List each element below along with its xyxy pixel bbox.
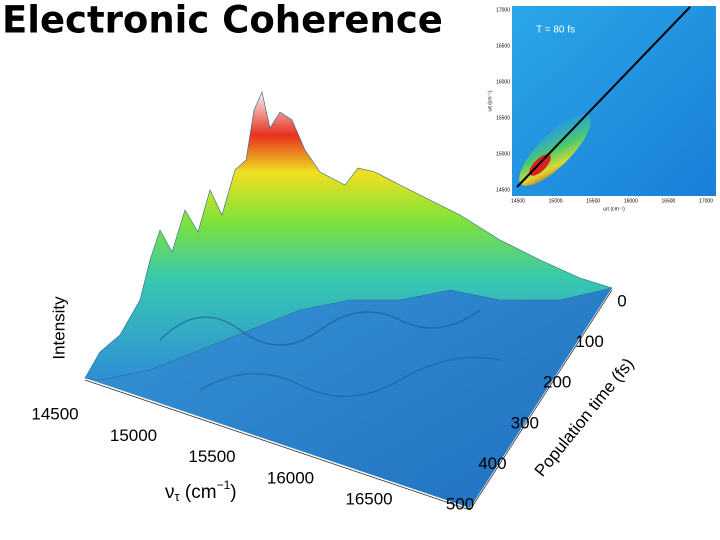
x-tick-label: 16000 xyxy=(267,468,314,487)
inset-label: T = 80 fs xyxy=(536,25,575,36)
inset-peak xyxy=(529,154,551,176)
inset-y-tick-label: 15000 xyxy=(496,151,510,157)
inset-y-tick-label: 17000 xyxy=(496,7,510,13)
slide-title: Electronic Coherence xyxy=(2,0,443,42)
surface-wave xyxy=(199,356,501,398)
inset: T = 80 fs ωτ (cm⁻¹) ωt (cm⁻¹) xyxy=(478,4,718,212)
y-tick-label: 300 xyxy=(511,413,539,432)
surface-wave xyxy=(159,309,481,346)
y-tick-label: 100 xyxy=(575,332,603,351)
surface xyxy=(84,91,614,511)
inset-x-tick-label: 16000 xyxy=(624,198,638,204)
inset-diagonal xyxy=(516,6,691,188)
inset-y-tick-label: 14500 xyxy=(496,187,510,193)
surface-ridges xyxy=(84,91,614,381)
inset-y-tick-label: 15500 xyxy=(496,115,510,121)
x-tick-label: 14500 xyxy=(31,404,78,423)
inset-x-tick-label: 15000 xyxy=(549,198,563,204)
inset-x-label: ωτ (cm⁻¹) xyxy=(603,206,625,212)
x-axis-label: ντ (cm−1) xyxy=(165,478,237,504)
y-tick-label: 400 xyxy=(478,454,506,473)
y-tick-label: 500 xyxy=(446,494,474,513)
y-axis xyxy=(469,289,613,511)
inset-x-tick-label: 16500 xyxy=(661,198,675,204)
inset-x-tick-label: 17000 xyxy=(699,198,713,204)
x-axis xyxy=(84,379,471,511)
y-tick-label: 0 xyxy=(617,291,626,310)
inset-y-tick-label: 16000 xyxy=(496,79,510,85)
x-tick-label: 15000 xyxy=(110,426,157,445)
ticks: 14500 15000 15500 16000 16500 0 100 200 300 400 50… xyxy=(31,7,713,513)
z-axis-label: Intensity xyxy=(49,296,68,360)
inset-y-label: ωt (cm⁻¹) xyxy=(487,90,493,111)
x-tick-label: 15500 xyxy=(188,447,235,466)
x-tick-label: 16500 xyxy=(345,490,392,509)
inset-x-tick-label: 14500 xyxy=(511,198,525,204)
inset-y-tick-label: 16500 xyxy=(496,43,510,49)
y-tick-label: 200 xyxy=(543,373,571,392)
inset-x-tick-label: 15500 xyxy=(586,198,600,204)
